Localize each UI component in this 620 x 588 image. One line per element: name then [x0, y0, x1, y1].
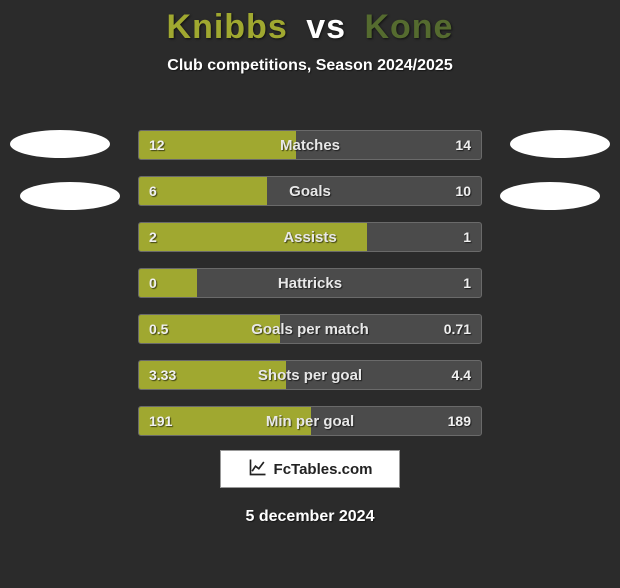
stat-row: 191189Min per goal — [138, 406, 482, 436]
stat-right-value: 0.71 — [434, 315, 481, 343]
stat-right-value: 189 — [438, 407, 481, 435]
decorative-ellipse — [10, 130, 110, 158]
stat-row: 1214Matches — [138, 130, 482, 160]
stat-left-value: 12 — [139, 131, 175, 159]
date-text: 5 december 2024 — [0, 508, 620, 526]
stat-row: 21Assists — [138, 222, 482, 252]
stat-bars: 1214Matches610Goals21Assists01Hattricks0… — [138, 130, 482, 452]
branding-badge: FcTables.com — [220, 450, 400, 488]
stat-fill — [139, 223, 367, 251]
stat-left-value: 191 — [139, 407, 182, 435]
stat-row: 01Hattricks — [138, 268, 482, 298]
stat-row: 3.334.4Shots per goal — [138, 360, 482, 390]
title: Knibbs vs Kone — [0, 8, 620, 47]
stat-right-value: 14 — [445, 131, 481, 159]
player1-name: Knibbs — [167, 8, 288, 46]
stat-right-value: 1 — [453, 223, 481, 251]
stat-right-value: 10 — [445, 177, 481, 205]
decorative-ellipse — [20, 182, 120, 210]
stat-row: 0.50.71Goals per match — [138, 314, 482, 344]
subtitle: Club competitions, Season 2024/2025 — [0, 57, 620, 75]
vs-separator: vs — [298, 8, 354, 46]
stat-left-value: 6 — [139, 177, 167, 205]
stat-right-value: 1 — [453, 269, 481, 297]
player2-name: Kone — [364, 8, 453, 46]
decorative-ellipse — [510, 130, 610, 158]
branding-text: FcTables.com — [274, 461, 373, 478]
stat-row: 610Goals — [138, 176, 482, 206]
stat-left-value: 0.5 — [139, 315, 178, 343]
comparison-infographic: Knibbs vs Kone Club competitions, Season… — [0, 8, 620, 588]
chart-icon — [248, 457, 268, 481]
stat-right-value: 4.4 — [442, 361, 481, 389]
stat-left-value: 2 — [139, 223, 167, 251]
decorative-ellipse — [500, 182, 600, 210]
stat-left-value: 0 — [139, 269, 167, 297]
stat-left-value: 3.33 — [139, 361, 186, 389]
